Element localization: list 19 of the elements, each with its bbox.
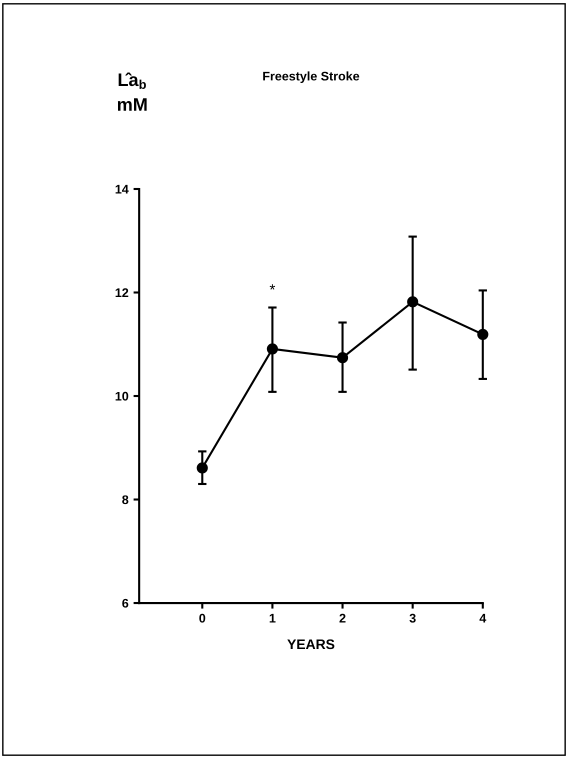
y-axis-title: L̂a$_{b}$ mM [118, 72, 147, 111]
point [477, 328, 488, 340]
x-tick-label: 4 [480, 614, 486, 622]
point [407, 296, 418, 308]
y-tick-label: 12 [116, 288, 128, 298]
x-axis-title: YEARS [287, 639, 334, 650]
annotation: * [270, 284, 276, 290]
y-tick-label: 8 [122, 495, 128, 504]
x-tick-label: 1 [270, 614, 276, 622]
x-tick-label: 0 [199, 614, 206, 623]
y-tick-label: 14 [116, 184, 129, 194]
chart-title: Freestyle Stroke [263, 71, 360, 84]
point [266, 343, 278, 354]
point [336, 352, 348, 364]
x-tick-label: 3 [409, 614, 416, 623]
point [196, 462, 208, 474]
x-tick-label: 2 [339, 614, 346, 622]
y-tick-label: 6 [122, 598, 128, 608]
y-tick-label: 10 [116, 392, 128, 401]
